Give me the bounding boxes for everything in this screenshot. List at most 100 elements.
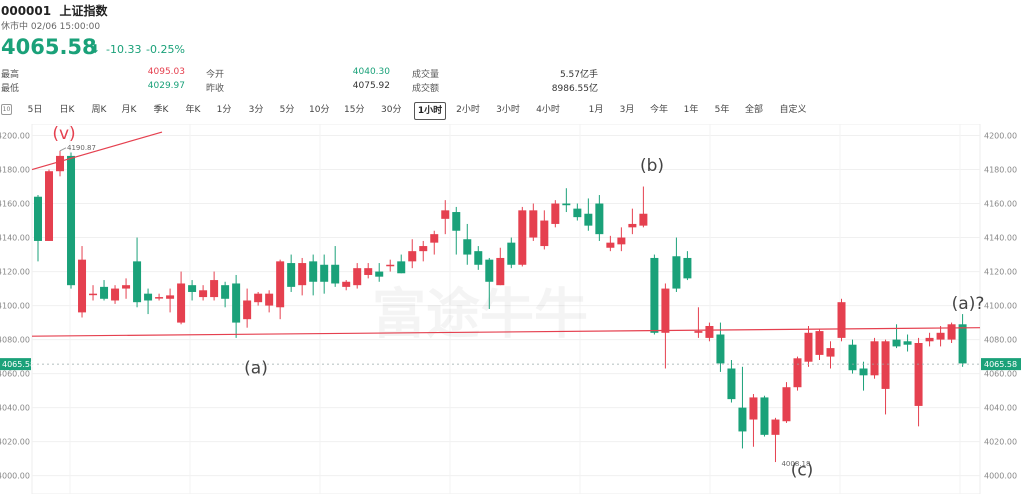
candle-body[interactable] (562, 203, 571, 206)
candle-body[interactable] (639, 213, 648, 226)
candle-body[interactable] (815, 331, 824, 355)
period-tab-14[interactable]: 3小时 (496, 105, 520, 115)
candle-body[interactable] (221, 285, 230, 299)
candle-body[interactable] (276, 261, 285, 308)
candle-body[interactable] (903, 341, 912, 345)
candle-body[interactable] (452, 212, 461, 231)
candle-body[interactable] (243, 300, 252, 320)
period-tab-10[interactable]: 15分 (344, 105, 365, 115)
candle-body[interactable] (947, 324, 956, 340)
period-tab-6[interactable]: 1分 (216, 105, 232, 115)
candle-body[interactable] (375, 271, 384, 277)
candle-body[interactable] (782, 387, 791, 422)
period-tab-12[interactable]: 1小时 (414, 102, 446, 120)
candle-body[interactable] (298, 263, 307, 286)
candle-body[interactable] (683, 257, 692, 279)
candle-body[interactable] (232, 283, 241, 323)
candle-body[interactable] (353, 268, 362, 286)
candle-body[interactable] (936, 332, 945, 340)
candle-body[interactable] (463, 239, 472, 255)
candle-body[interactable] (408, 251, 417, 262)
candle-body[interactable] (496, 257, 505, 286)
period-tab-9[interactable]: 10分 (309, 105, 330, 115)
period-tab-3[interactable]: 月K (121, 105, 137, 115)
candle-body[interactable] (144, 293, 153, 301)
candle-body[interactable] (474, 251, 483, 265)
candle-body[interactable] (518, 210, 527, 265)
candle-body[interactable] (529, 210, 538, 238)
candle-body[interactable] (870, 341, 879, 376)
candle-body[interactable] (111, 288, 120, 301)
candle-body[interactable] (705, 325, 714, 338)
candle-body[interactable] (540, 220, 549, 247)
candle-body[interactable] (45, 171, 54, 241)
candle-body[interactable] (595, 203, 604, 235)
candle-body[interactable] (617, 237, 626, 245)
candle-body[interactable] (749, 397, 758, 420)
period-tab-15[interactable]: 4小时 (536, 105, 560, 115)
candle-body[interactable] (100, 286, 109, 299)
period-tab-19[interactable]: 1年 (683, 105, 699, 115)
candle-body[interactable] (958, 324, 967, 364)
candle-body[interactable] (672, 256, 681, 289)
candle-body[interactable] (925, 337, 934, 342)
period-tab-18[interactable]: 今年 (649, 105, 668, 115)
candle-body[interactable] (760, 397, 769, 435)
candle-body[interactable] (485, 259, 494, 282)
period-tab-22[interactable]: 自定义 (779, 105, 807, 115)
candle-body[interactable] (892, 339, 901, 347)
period-tab-21[interactable]: 全部 (744, 105, 763, 115)
candle-body[interactable] (771, 419, 780, 435)
candle-body[interactable] (265, 293, 274, 306)
period-tab-0[interactable]: 5日 (27, 105, 43, 115)
zoom-icon[interactable]: 10 (1, 104, 12, 115)
period-tab-7[interactable]: 3分 (248, 105, 264, 115)
candle-body[interactable] (848, 344, 857, 371)
candle-body[interactable] (78, 259, 87, 313)
candle-body[interactable] (254, 293, 263, 303)
candle-body[interactable] (320, 264, 329, 282)
candle-body[interactable] (507, 242, 516, 265)
candle-body[interactable] (342, 281, 351, 287)
candle-body[interactable] (56, 155, 65, 172)
period-tab-16[interactable]: 1月 (588, 105, 604, 115)
period-tab-5[interactable]: 年K (185, 105, 201, 115)
period-tab-13[interactable]: 2小时 (456, 105, 480, 115)
candle-body[interactable] (166, 295, 175, 299)
candle-body[interactable] (188, 285, 197, 292)
candle-body[interactable] (331, 264, 340, 284)
candle-body[interactable] (694, 331, 703, 333)
candle-body[interactable] (826, 348, 835, 357)
period-tab-20[interactable]: 5年 (714, 105, 730, 115)
candle-body[interactable] (177, 283, 186, 323)
candle-body[interactable] (573, 208, 582, 218)
candle-body[interactable] (628, 223, 637, 228)
period-tab-8[interactable]: 5分 (279, 105, 295, 115)
period-tab-11[interactable]: 30分 (381, 105, 402, 115)
candle-body[interactable] (584, 213, 593, 226)
candle-body[interactable] (386, 264, 395, 267)
candle-body[interactable] (606, 242, 615, 248)
candle-body[interactable] (793, 358, 802, 388)
candle-body[interactable] (551, 203, 560, 224)
candle-body[interactable] (364, 268, 373, 275)
candle-body[interactable] (199, 290, 208, 298)
candle-body[interactable] (397, 261, 406, 274)
candle-body[interactable] (430, 234, 439, 243)
candle-body[interactable] (133, 261, 142, 303)
candle-body[interactable] (837, 302, 846, 338)
candle-body[interactable] (89, 293, 98, 296)
candle-body[interactable] (419, 246, 428, 252)
candle-body[interactable] (859, 368, 868, 376)
candle-body[interactable] (122, 285, 131, 289)
candle-body[interactable] (34, 196, 42, 241)
candle-body[interactable] (716, 334, 725, 364)
candle-body[interactable] (914, 342, 923, 406)
candle-body[interactable] (650, 257, 659, 333)
candle-body[interactable] (309, 261, 318, 282)
candle-body[interactable] (210, 280, 219, 298)
period-tab-2[interactable]: 周K (91, 105, 107, 115)
candle-body[interactable] (881, 341, 890, 389)
candle-body[interactable] (441, 210, 450, 219)
candle-body[interactable] (727, 368, 736, 400)
